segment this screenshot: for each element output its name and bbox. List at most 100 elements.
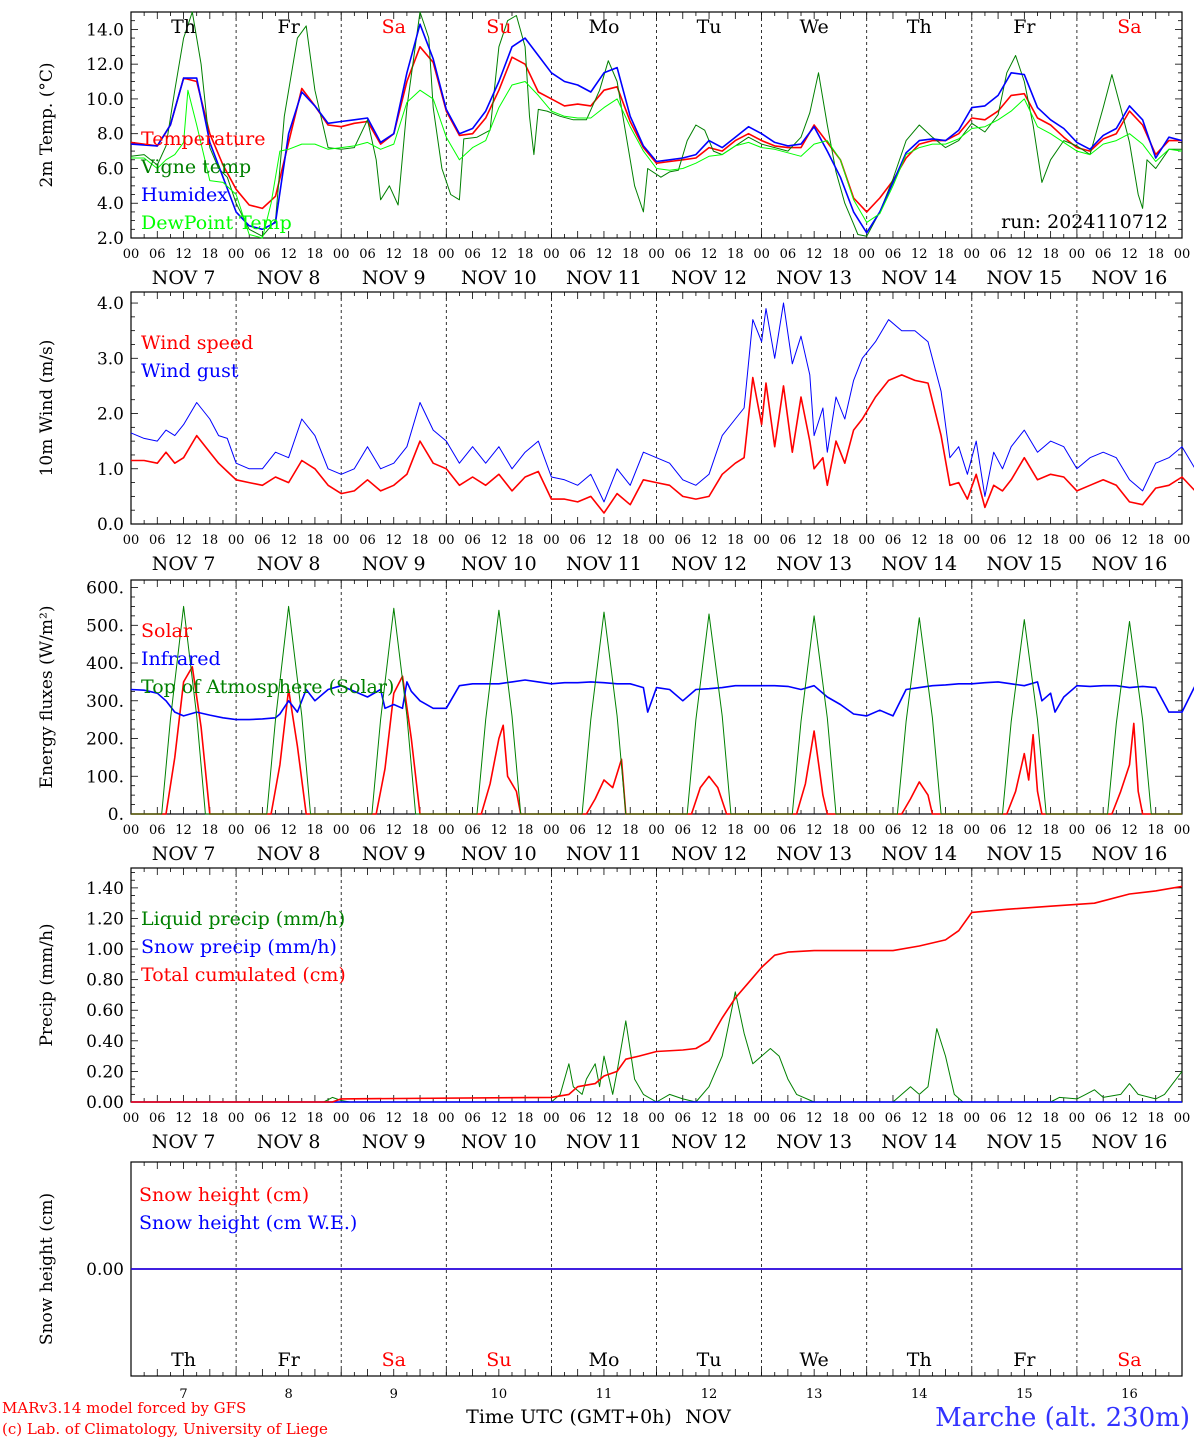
weekday-label: Sa [1117,1349,1141,1371]
hour-tick-label: 06 [1095,1111,1112,1126]
date-label: NOV 16 [1092,267,1168,289]
date-label: NOV 10 [461,553,537,575]
series-line [131,885,1183,1103]
date-label: NOV 9 [362,553,426,575]
date-label: NOV 10 [461,843,537,865]
legend-entry: Vigne temp [140,156,251,178]
day-number-label: 9 [390,1387,398,1402]
hour-tick-label: 00 [123,533,140,548]
y-axis-label: Snow height (cm) [37,1193,57,1345]
hour-tick-label: 00 [1069,247,1086,262]
hour-tick-label: 00 [123,823,140,838]
hour-tick-label: 06 [780,533,797,548]
hour-tick-label: 18 [412,1111,429,1126]
hour-tick-label: 00 [1174,1111,1191,1126]
series-line [131,991,1183,1103]
hour-tick-label: 12 [175,1111,192,1126]
weekday-label: Fr [1013,1349,1036,1371]
hour-tick-label: 18 [727,247,744,262]
y-tick-label: 10.0 [86,90,124,110]
date-label: NOV 13 [776,843,852,865]
weekday-label: Th [907,16,932,38]
y-tick-label: 3.0 [97,349,124,369]
hour-tick-label: 00 [1174,247,1191,262]
hour-tick-label: 18 [1042,1111,1059,1126]
hour-tick-label: 06 [359,247,376,262]
date-label: NOV 10 [461,267,537,289]
date-label: NOV 12 [671,553,747,575]
date-label: NOV 15 [986,843,1062,865]
hour-tick-label: 06 [780,247,797,262]
date-label: NOV 8 [257,553,321,575]
hour-tick-label: 06 [464,247,481,262]
hour-tick-label: 12 [280,823,297,838]
hour-tick-label: 00 [964,823,981,838]
hour-tick-label: 06 [149,823,166,838]
hour-tick-label: 06 [1095,533,1112,548]
hour-tick-label: 06 [464,823,481,838]
hour-tick-label: 12 [596,823,613,838]
hour-tick-label: 06 [254,1111,271,1126]
hour-tick-label: 06 [569,823,586,838]
y-tick-label: 4.0 [97,294,124,314]
hour-tick-label: 18 [832,823,849,838]
date-label: NOV 15 [986,1131,1062,1153]
y-tick-label: 1.0 [97,460,124,480]
y-tick-label: 200. [86,730,124,750]
hour-tick-label: 06 [675,823,692,838]
y-tick-label: 2.0 [97,229,124,249]
date-label: NOV 16 [1092,1131,1168,1153]
y-tick-label: 300. [86,692,124,712]
hour-tick-label: 00 [438,247,455,262]
hour-tick-label: 18 [937,1111,954,1126]
y-tick-label: 4.0 [97,194,124,214]
hour-tick-label: 18 [202,823,219,838]
y-tick-label: 500. [86,616,124,636]
month-label: NOV [685,1406,731,1428]
series-line [131,374,1194,514]
legend-entry: DewPoint Temp [141,212,292,234]
hour-tick-label: 00 [333,823,350,838]
hour-tick-label: 18 [202,247,219,262]
hour-tick-label: 06 [1095,823,1112,838]
hour-tick-label: 18 [1147,1111,1164,1126]
y-tick-label: 8.0 [97,125,124,145]
date-label: NOV 12 [671,1131,747,1153]
hour-tick-label: 06 [359,533,376,548]
hour-tick-label: 12 [385,533,402,548]
hour-tick-label: 12 [911,823,928,838]
hour-tick-label: 00 [858,1111,875,1126]
date-label: NOV 9 [362,1131,426,1153]
hour-tick-label: 12 [911,247,928,262]
legend-entry: Top of Atmosphere (Solar) [141,676,394,698]
hour-tick-label: 18 [202,533,219,548]
weekday-label: Mo [588,16,619,38]
y-tick-label: 400. [86,654,124,674]
weekday-label: Th [171,16,196,38]
weekday-label: Sa [1117,16,1141,38]
hour-tick-label: 18 [1147,247,1164,262]
date-label: NOV 11 [566,267,642,289]
hour-tick-label: 18 [1042,247,1059,262]
series-line [131,81,1183,239]
hour-tick-label: 00 [1069,1111,1086,1126]
hour-tick-label: 00 [123,247,140,262]
hour-tick-label: 12 [701,247,718,262]
y-tick-label: 0. [108,805,124,825]
weekday-label: Tu [697,16,722,38]
hour-tick-label: 18 [622,823,639,838]
hour-tick-label: 12 [280,1111,297,1126]
hour-tick-label: 18 [1042,533,1059,548]
x-axis-label: Time UTC (GMT+0h) [466,1406,672,1428]
hour-tick-label: 06 [885,533,902,548]
hour-tick-label: 00 [228,247,245,262]
weekday-label: Su [486,1349,511,1371]
hour-tick-label: 00 [648,533,665,548]
hour-tick-label: 06 [149,1111,166,1126]
y-tick-label: 2.0 [97,405,124,425]
hour-tick-label: 12 [491,823,508,838]
date-label: NOV 11 [566,553,642,575]
legend-entry: Snow height (cm W.E.) [139,1212,357,1234]
hour-tick-label: 12 [175,533,192,548]
